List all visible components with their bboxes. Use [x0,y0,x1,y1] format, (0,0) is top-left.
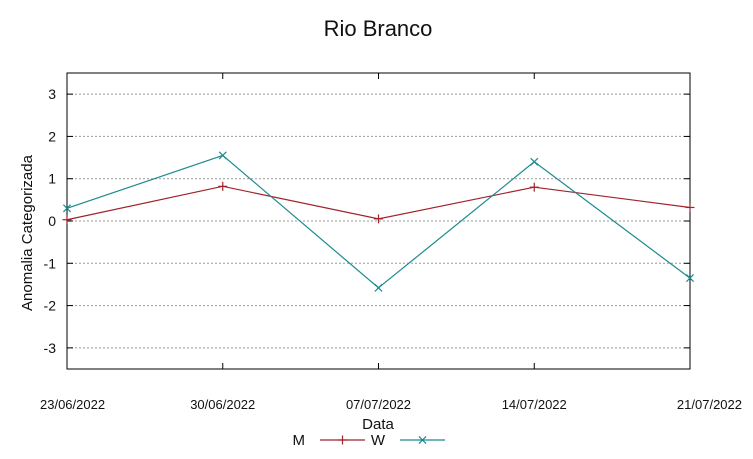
data-point-W [530,157,539,166]
y-tick-label: -1 [44,255,57,271]
x-tick-label: 07/07/2022 [346,397,411,412]
y-tick-label: 0 [48,213,56,229]
y-tick-label: -3 [44,340,57,356]
y-tick-label: -2 [44,298,57,314]
y-tick-label: 1 [48,171,56,187]
legend-label-W: W [371,432,386,449]
y-tick-label: 3 [48,86,56,102]
data-point-M [62,215,72,225]
data-point-M [218,181,228,191]
data-point-M [374,214,383,224]
series-layer [62,151,695,292]
x-axis: 23/06/2022 30/06/2022 07/07/2022 14/07/2022… [40,73,742,412]
legend-marker-M [338,435,347,445]
data-point-W [374,283,383,292]
data-point-W [685,274,695,283]
data-point-W [62,204,72,213]
y-tick-label: 2 [48,128,56,144]
x-tick-label: 30/06/2022 [190,397,255,412]
y-axis-label: Anomalia Categorizada [19,154,36,311]
x-axis-label: Data [362,416,394,433]
x-tick-label: 14/07/2022 [502,397,567,412]
data-point-M [685,202,695,212]
legend-marker-W [418,435,427,445]
x-tick-label: 21/07/2022 [677,397,742,412]
data-point-W [218,151,227,160]
x-tick-label: 23/06/2022 [40,397,105,412]
chart-title: Rio Branco [324,16,433,41]
data-point-M [529,182,539,192]
legend-label-M: M [293,432,306,449]
y-axis: 3 2 1 0 -1 -2 -3 [44,86,690,356]
